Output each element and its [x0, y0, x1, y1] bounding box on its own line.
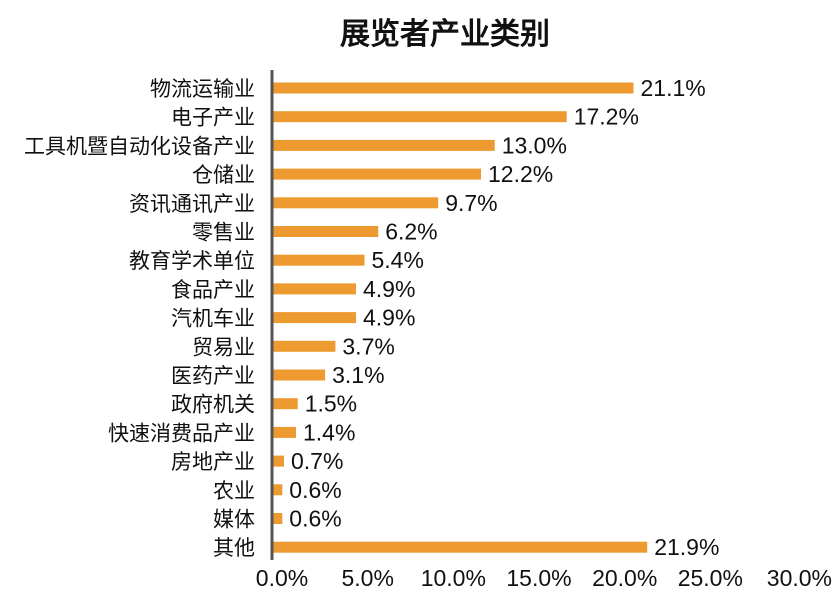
- chart-title: 展览者产业类别: [340, 17, 550, 52]
- x-tick-label: 10.0%: [421, 565, 486, 591]
- bar: [272, 455, 284, 467]
- bar: [272, 484, 283, 496]
- value-label: 1.5%: [305, 391, 357, 417]
- value-label: 21.1%: [641, 75, 706, 101]
- bar: [272, 369, 326, 381]
- category-label: 仓储业: [192, 163, 255, 187]
- value-label: 0.7%: [291, 448, 343, 474]
- bar: [272, 340, 336, 352]
- category-labels-group: 物流运输业电子产业工具机暨自动化设备产业仓储业资讯通讯产业零售业教育学术单位食品…: [24, 77, 255, 560]
- x-tick-labels-group: 0.0% 5.0% 10.0% 15.0% 20.0% 25.0% 30.0%: [256, 565, 832, 591]
- category-label: 汽机车业: [171, 307, 255, 331]
- bar: [272, 226, 379, 237]
- bar: [272, 312, 356, 324]
- x-tick-label: 30.0%: [767, 565, 832, 591]
- value-label: 0.6%: [289, 477, 341, 503]
- bars-group: [272, 82, 648, 553]
- category-label: 快速消费品产业: [108, 421, 255, 445]
- bar: [272, 111, 567, 123]
- category-label: 资讯通讯产业: [129, 192, 255, 216]
- bar: [272, 541, 648, 553]
- value-label: 12.2%: [488, 161, 553, 187]
- value-label: 9.7%: [445, 190, 497, 216]
- value-label: 4.9%: [363, 305, 415, 331]
- category-label: 贸易业: [192, 335, 255, 359]
- value-label: 0.6%: [289, 506, 341, 532]
- category-label: 零售业: [192, 221, 255, 245]
- category-label: 工具机暨自动化设备产业: [24, 134, 255, 158]
- category-label: 政府机关: [171, 393, 255, 417]
- value-label: 21.9%: [654, 534, 719, 560]
- value-label: 4.9%: [363, 276, 415, 302]
- category-label: 房地产业: [171, 450, 255, 474]
- bar: [272, 398, 298, 410]
- value-label: 6.2%: [385, 219, 437, 245]
- category-label: 食品产业: [171, 278, 255, 302]
- value-label: 13.0%: [502, 132, 567, 158]
- bar: [272, 254, 365, 266]
- bar: [272, 426, 296, 438]
- bar: [272, 168, 481, 180]
- bar: [272, 197, 439, 209]
- bar: [272, 513, 283, 524]
- category-label: 农业: [213, 479, 255, 503]
- bar: [272, 139, 495, 151]
- value-label: 3.1%: [332, 362, 384, 388]
- x-tick-label: 15.0%: [506, 565, 571, 591]
- value-label: 5.4%: [372, 247, 424, 273]
- bar: [272, 82, 634, 94]
- x-tick-label: 5.0%: [341, 565, 393, 591]
- value-labels-group: 21.1%17.2% 13.0% 12.2% 9.7% 6.2%5.4% 4.9% 4.9%…: [289, 75, 719, 560]
- category-label: 物流运输业: [150, 77, 255, 101]
- value-label: 3.7%: [342, 333, 394, 359]
- value-label: 17.2%: [574, 104, 639, 130]
- value-label: 1.4%: [303, 419, 355, 445]
- x-tick-label: 0.0%: [256, 565, 308, 591]
- category-label: 医药产业: [171, 364, 255, 388]
- category-label: 教育学术单位: [129, 249, 255, 273]
- category-label: 其他: [213, 536, 255, 560]
- x-tick-label: 20.0%: [592, 565, 657, 591]
- category-label: 媒体: [213, 508, 255, 532]
- x-tick-label: 25.0%: [678, 565, 743, 591]
- category-label: 电子产业: [171, 106, 255, 130]
- bar: [272, 283, 356, 295]
